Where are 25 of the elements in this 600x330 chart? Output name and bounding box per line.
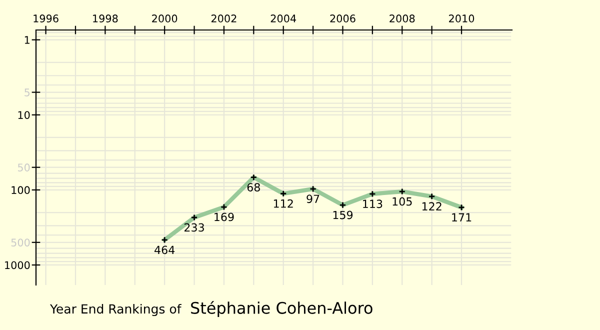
data-label: 122 — [422, 202, 442, 210]
x-tick-label: 2004 — [270, 14, 296, 22]
data-label: 169 — [214, 212, 234, 222]
y-tick-label: 1000 — [5, 261, 30, 270]
x-tick-label: 1998 — [93, 14, 118, 22]
data-label: 105 — [392, 197, 412, 206]
x-tick-label: 2008 — [390, 14, 415, 22]
x-tick-label: 2006 — [330, 14, 356, 22]
data-label: 171 — [452, 213, 472, 222]
data-label: 113 — [363, 200, 382, 208]
y-tick-label: 10 — [18, 111, 30, 119]
data-label: 159 — [333, 210, 353, 220]
text: Year End Rankings of — [50, 304, 182, 316]
x-tick-label: 2002 — [211, 14, 236, 22]
data-label: 233 — [184, 223, 204, 232]
x-tick-label: 2010 — [449, 14, 474, 22]
data-label: 68 — [247, 183, 260, 192]
data-label: 112 — [274, 199, 293, 208]
text: Stéphanie Cohen-Aloro — [191, 300, 372, 318]
data-label: 97 — [306, 194, 320, 204]
x-tick-label: 1996 — [34, 14, 58, 22]
data-label: 464 — [154, 246, 175, 254]
y-tick-label: 100 — [12, 186, 30, 194]
y-tick-label: 1 — [24, 36, 30, 44]
x-tick-label: 2000 — [152, 14, 178, 22]
